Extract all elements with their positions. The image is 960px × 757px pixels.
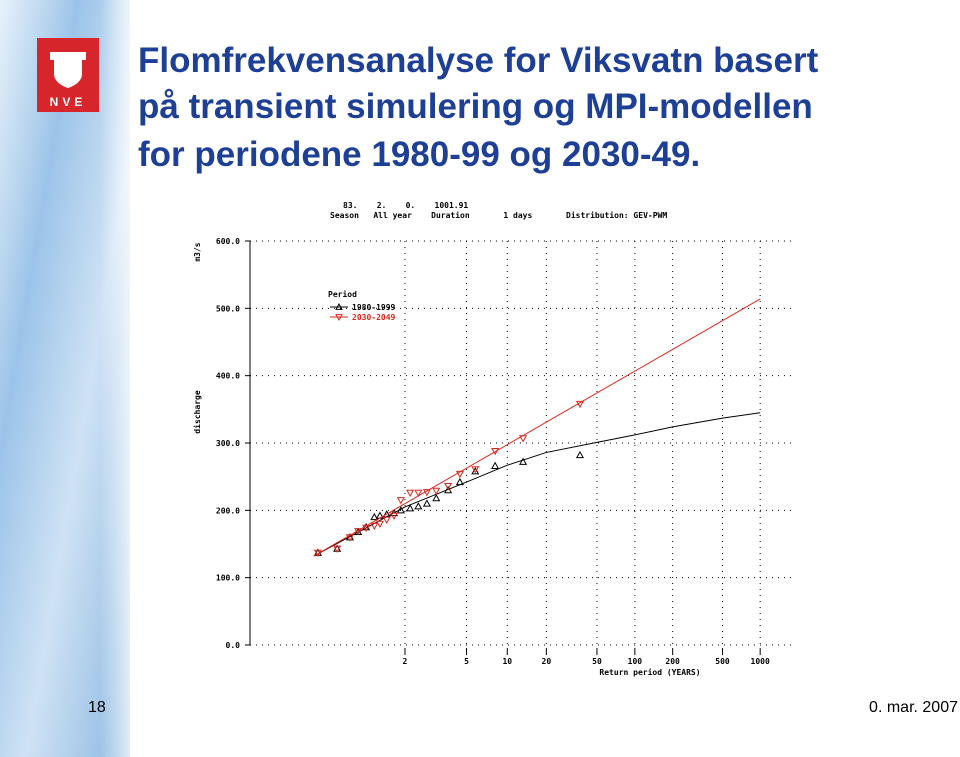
- fit-line: [313, 412, 761, 557]
- data-point: [396, 497, 405, 505]
- data-point: [455, 477, 464, 486]
- data-point: [375, 511, 384, 519]
- data-point: [575, 400, 585, 409]
- data-point: [422, 499, 431, 507]
- data-point: [406, 489, 415, 498]
- legend-label: 1980-1999: [352, 303, 396, 312]
- page-number: 18: [88, 699, 106, 716]
- data-point: [333, 545, 342, 553]
- x-tick-label: 5: [464, 657, 469, 666]
- data-point: [313, 549, 322, 557]
- fit-line: [313, 298, 761, 557]
- data-point: [519, 457, 528, 465]
- legend-title: Period: [328, 289, 357, 299]
- y-tick-label: 400.0: [216, 372, 240, 381]
- x-axis-label: Return period (YEARS): [599, 667, 700, 677]
- title-line: for periodene 1980-99 og 2030-49.: [138, 135, 700, 174]
- legend-label: 2030-2049: [352, 313, 396, 322]
- logo: NVE: [37, 38, 99, 112]
- chart-header: Season All year Duration 1 days Distribu…: [330, 210, 667, 220]
- legend-marker: [335, 302, 343, 310]
- data-point: [362, 524, 371, 533]
- x-tick-label: 100: [628, 657, 643, 666]
- data-point: [382, 516, 391, 524]
- y-tick-label: 100.0: [216, 574, 240, 583]
- data-point: [471, 467, 480, 475]
- side-fade: [100, 0, 140, 757]
- y-tick-label: 300.0: [216, 439, 240, 448]
- data-point: [390, 512, 399, 520]
- x-tick-label: 50: [592, 657, 602, 666]
- title-line: på transient simulering og MPI-modellen: [138, 87, 813, 126]
- y-axis-label: discharge: [192, 390, 202, 434]
- chart: 0.0 100.0 200.0 300.0 400.0 500.0 600.0 2 5 10 20 5…: [216, 237, 793, 666]
- y-unit-label: m3/s: [193, 242, 202, 261]
- date: 0. mar. 2007: [869, 699, 958, 716]
- data-point: [432, 493, 441, 502]
- legend-marker: [335, 314, 343, 322]
- data-point: [422, 489, 431, 497]
- x-tick-label: 10: [502, 657, 512, 666]
- data-point: [414, 502, 423, 510]
- y-tick-label: 600.0: [216, 237, 240, 246]
- data-point: [370, 512, 379, 521]
- x-tick-label: 500: [715, 657, 730, 666]
- data-point: [370, 522, 379, 531]
- data-point: [444, 483, 453, 491]
- data-point: [345, 534, 354, 542]
- data-point: [432, 487, 441, 496]
- y-tick-label: 500.0: [216, 304, 240, 313]
- data-point: [491, 448, 500, 456]
- data-point: [471, 466, 480, 474]
- data-point: [354, 528, 363, 536]
- data-point: [444, 485, 453, 494]
- data-point: [455, 470, 464, 479]
- data-point: [519, 435, 528, 443]
- data-point: [396, 506, 405, 514]
- data-point: [414, 489, 423, 498]
- y-tick-label: 0.0: [226, 641, 241, 650]
- title-line: Flomfrekvensanalyse for Viksvatn basert: [138, 41, 819, 80]
- x-tick-label: 2: [403, 657, 408, 666]
- data-point: [575, 450, 585, 459]
- x-tick-label: 200: [665, 657, 680, 666]
- x-tick-label: 20: [542, 657, 552, 666]
- x-tick-label: 1000: [751, 657, 770, 666]
- logo-text: NVE: [50, 95, 87, 109]
- y-tick-label: 200.0: [216, 506, 240, 515]
- data-point: [406, 504, 415, 512]
- data-point: [491, 461, 500, 469]
- data-point: [375, 520, 384, 529]
- logo-crest: [50, 52, 86, 88]
- chart-header: 83. 2. 0. 1001.91: [343, 201, 468, 210]
